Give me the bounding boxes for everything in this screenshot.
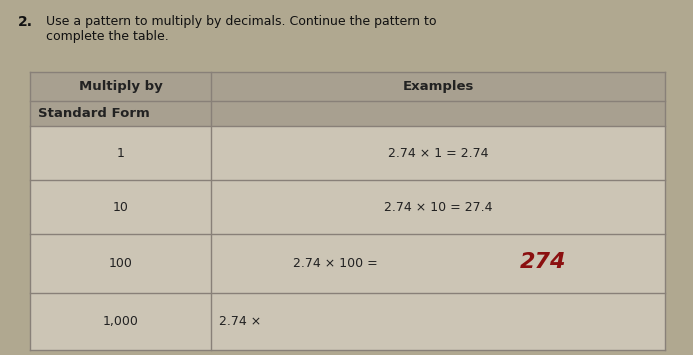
Text: 100: 100 xyxy=(109,257,132,270)
Text: Use a pattern to multiply by decimals. Continue the pattern to
complete the tabl: Use a pattern to multiply by decimals. C… xyxy=(46,15,437,43)
Text: 2.: 2. xyxy=(18,15,33,29)
Bar xyxy=(30,72,665,350)
Text: Multiply by: Multiply by xyxy=(78,80,162,93)
Text: 274: 274 xyxy=(520,252,566,272)
Bar xyxy=(30,72,665,102)
Text: 10: 10 xyxy=(112,201,128,214)
Text: Standard Form: Standard Form xyxy=(38,107,150,120)
Text: 2.74 ×: 2.74 × xyxy=(219,315,261,328)
Text: 2.74 × 100 =: 2.74 × 100 = xyxy=(292,257,378,270)
Text: Examples: Examples xyxy=(403,80,474,93)
Text: 2.74 × 10 = 27.4: 2.74 × 10 = 27.4 xyxy=(384,201,492,214)
Text: 2.74 × 1 = 2.74: 2.74 × 1 = 2.74 xyxy=(388,147,489,159)
Text: 1: 1 xyxy=(116,147,125,159)
Bar xyxy=(30,102,665,126)
Text: 1,000: 1,000 xyxy=(103,315,139,328)
